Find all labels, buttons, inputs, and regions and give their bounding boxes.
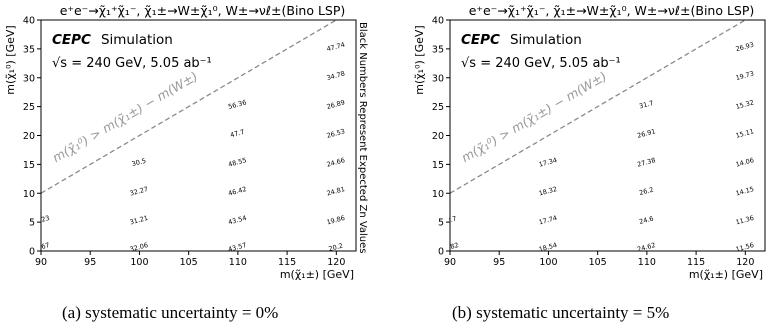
x-tick-label: 115 xyxy=(687,257,705,268)
zn-value-label: 43.54 xyxy=(227,214,247,227)
experiment-label: CEPC Simulation xyxy=(461,32,582,48)
zn-value-label: 90.67 xyxy=(30,241,50,254)
x-axis-label: m(χ̃₁±) [GeV] xyxy=(280,268,354,281)
zn-value-label: 26.2 xyxy=(638,186,654,197)
y-tick-label: 0 xyxy=(438,247,444,258)
zn-value-label: 24.6 xyxy=(638,214,654,225)
zn-value-label: 11.82 xyxy=(439,241,459,254)
zn-value-label: 12.7 xyxy=(441,214,457,225)
band-label: m(χ̃₁⁰) > m(χ̃₁±) − m(W±) xyxy=(50,68,201,165)
zn-value-label: 18.54 xyxy=(538,241,558,254)
panel-a: m(χ̃₁⁰) > m(χ̃₁±) − m(W±)90 95 100 105 110 11… xyxy=(4,3,368,281)
zn-value-label: 15.11 xyxy=(735,127,755,140)
y-axis-label: m(χ̃₁⁰) [GeV] xyxy=(4,25,17,94)
chart-title: e⁺e⁻→χ̃₁⁺χ̃₁⁻, χ̃₁±→W±χ̃₁⁰, W±→νℓ±(Bino … xyxy=(469,3,755,18)
x-tick-label: 110 xyxy=(229,257,247,268)
zn-value-label: 43.57 xyxy=(227,241,247,254)
zn-value-label: 26.91 xyxy=(636,127,656,140)
y-tick-label: 20 xyxy=(23,131,35,142)
zn-value-label: 17.34 xyxy=(538,156,558,169)
y-tick-label: 0 xyxy=(29,247,35,258)
x-tick-label: 90 xyxy=(444,257,456,268)
x-tick-label: 105 xyxy=(180,257,198,268)
y-tick-label: 10 xyxy=(23,189,35,200)
y-tick-label: 30 xyxy=(432,73,444,84)
zn-value-label: 30.5 xyxy=(131,157,147,168)
x-tick-label: 100 xyxy=(539,257,557,268)
zn-value-label: 27.38 xyxy=(636,156,656,169)
band-label: m(χ̃₁⁰) > m(χ̃₁±) − m(W±) xyxy=(459,68,610,165)
x-tick-label: 105 xyxy=(589,257,607,268)
x-tick-label: 90 xyxy=(35,257,47,268)
zn-value-label: 47.74 xyxy=(326,41,346,54)
y-tick-label: 15 xyxy=(23,160,35,171)
zn-value-label: 19.86 xyxy=(326,214,346,227)
y-tick-label: 20 xyxy=(432,131,444,142)
x-tick-label: 115 xyxy=(278,257,296,268)
zn-value-label: 46.42 xyxy=(227,185,247,198)
zn-value-label: 26.53 xyxy=(326,127,346,140)
zn-value-label: 20.2 xyxy=(328,242,344,253)
y-tick-label: 5 xyxy=(29,218,35,229)
caption-a: (a) systematic uncertainty = 0% xyxy=(62,303,279,322)
y-tick-label: 35 xyxy=(23,44,35,55)
zn-value-label: 34.78 xyxy=(326,70,346,83)
panel-b: m(χ̃₁⁰) > m(χ̃₁±) − m(W±)90 95 100 105 110 11… xyxy=(413,3,767,281)
x-tick-label: 120 xyxy=(736,257,754,268)
zn-value-label: 24.62 xyxy=(636,241,656,254)
experiment-name: CEPC xyxy=(461,32,500,48)
x-tick-label: 110 xyxy=(638,257,656,268)
zn-value-label: 14.06 xyxy=(735,156,755,169)
y-tick-label: 40 xyxy=(432,16,444,27)
y-tick-label: 35 xyxy=(432,44,444,55)
zn-value-label: 14.15 xyxy=(735,185,755,198)
energy-label: √s = 240 GeV, 5.05 ab⁻¹ xyxy=(461,56,621,71)
boundary-line xyxy=(450,20,747,194)
zn-value-label: 26.89 xyxy=(326,98,346,111)
zn-value-label: 15.32 xyxy=(735,98,755,111)
y-tick-label: 40 xyxy=(23,16,35,27)
chart-title: e⁺e⁻→χ̃₁⁺χ̃₁⁻, χ̃₁±→W±χ̃₁⁰, W±→νℓ±(Bino … xyxy=(60,3,346,18)
zn-value-label: 24.66 xyxy=(326,156,346,169)
y-tick-label: 15 xyxy=(432,160,444,171)
zn-value-label: 24.81 xyxy=(326,185,346,198)
zn-value-label: 17.74 xyxy=(538,214,558,227)
x-tick-label: 100 xyxy=(130,257,148,268)
zn-value-label: 26.93 xyxy=(735,41,755,54)
x-tick-label: 95 xyxy=(84,257,96,268)
zn-value-label: 32.06 xyxy=(129,241,149,254)
x-axis-label: m(χ̃₁±) [GeV] xyxy=(689,268,763,281)
zn-value-label: 32.27 xyxy=(129,185,149,198)
x-tick-label: 120 xyxy=(327,257,345,268)
zn-value-label: 31.7 xyxy=(638,99,654,110)
y-tick-label: 10 xyxy=(432,189,444,200)
experiment-label: CEPC Simulation xyxy=(52,32,173,48)
y-tick-label: 30 xyxy=(23,73,35,84)
zn-value-label: 11.36 xyxy=(735,214,755,227)
zn-value-label: 56.36 xyxy=(227,98,247,111)
experiment-name: CEPC xyxy=(52,32,91,48)
status-label: Simulation xyxy=(510,32,582,48)
right-axis-note: Black Numbers Represent Expected Zn Valu… xyxy=(357,22,368,254)
zn-value-label: 19.73 xyxy=(735,70,755,83)
zn-value-label: 48.55 xyxy=(227,156,247,169)
zn-value-label: 11.56 xyxy=(735,241,755,254)
zn-value-label: 47.7 xyxy=(229,128,245,139)
zn-value-label: 18.32 xyxy=(538,185,558,198)
zn-value-label: 31.21 xyxy=(129,214,149,227)
boundary-line xyxy=(41,20,338,194)
x-tick-label: 95 xyxy=(493,257,505,268)
y-axis-label: m(χ̃₁⁰) [GeV] xyxy=(413,25,426,94)
y-tick-label: 25 xyxy=(432,102,444,113)
y-tick-label: 5 xyxy=(438,218,444,229)
energy-label: √s = 240 GeV, 5.05 ab⁻¹ xyxy=(52,56,212,71)
y-tick-label: 25 xyxy=(23,102,35,113)
status-label: Simulation xyxy=(101,32,173,48)
caption-b: (b) systematic uncertainty = 5% xyxy=(452,303,670,322)
